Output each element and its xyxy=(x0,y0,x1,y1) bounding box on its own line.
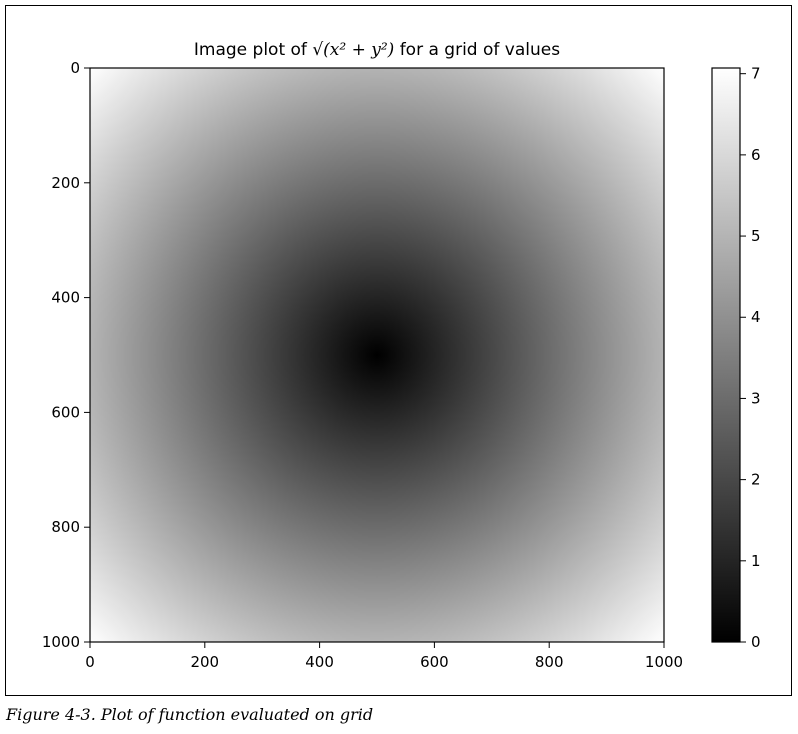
colorbar-axis: 0 1 2 3 4 5 6 7 xyxy=(740,65,761,651)
colorbar-tick-label: 4 xyxy=(751,308,761,326)
y-tick-label: 800 xyxy=(51,518,80,536)
x-tick-label: 1000 xyxy=(645,653,683,671)
svg-text:Image plot of √(x² + y²) for a: Image plot of √(x² + y²) for a grid of v… xyxy=(194,40,560,60)
x-tick-label: 600 xyxy=(420,653,449,671)
figure-caption: Figure 4-3. Plot of function evaluated o… xyxy=(6,705,374,724)
colorbar-tick-label: 6 xyxy=(751,146,761,164)
chart-title-prefix: Image plot of xyxy=(194,40,312,60)
chart-title-suffix: for a grid of values xyxy=(394,40,560,60)
x-tick-label: 400 xyxy=(305,653,334,671)
colorbar xyxy=(711,67,741,643)
y-axis: 0 200 400 600 800 1000 xyxy=(42,59,90,651)
x-tick-label: 200 xyxy=(190,653,219,671)
y-tick-label: 200 xyxy=(51,174,80,192)
chart-title: Image plot of √(x² + y²) for a grid of v… xyxy=(194,40,560,60)
colorbar-tick-label: 3 xyxy=(751,389,761,407)
heatmap-raster xyxy=(90,68,664,642)
x-axis: 0 200 400 600 800 1000 xyxy=(85,642,683,671)
y-tick-label: 1000 xyxy=(42,633,80,651)
plot-border xyxy=(89,67,665,643)
colorbar-tick-label: 2 xyxy=(751,471,761,489)
colorbar-tick-label: 1 xyxy=(751,552,761,570)
y-tick-label: 400 xyxy=(51,289,80,307)
colorbar-tick-label: 5 xyxy=(751,227,761,245)
colorbar-tick-label: 7 xyxy=(751,65,761,83)
x-tick-label: 800 xyxy=(535,653,564,671)
chart-title-expression: √(x² + y²) xyxy=(312,40,394,60)
colorbar-tick-label: 0 xyxy=(751,633,761,651)
x-tick-label: 0 xyxy=(85,653,95,671)
chart: Image plot of √(x² + y²) for a grid of v… xyxy=(42,40,761,671)
y-tick-label: 600 xyxy=(51,403,80,421)
heatmap-image xyxy=(90,68,664,642)
y-tick-label: 0 xyxy=(70,59,80,77)
